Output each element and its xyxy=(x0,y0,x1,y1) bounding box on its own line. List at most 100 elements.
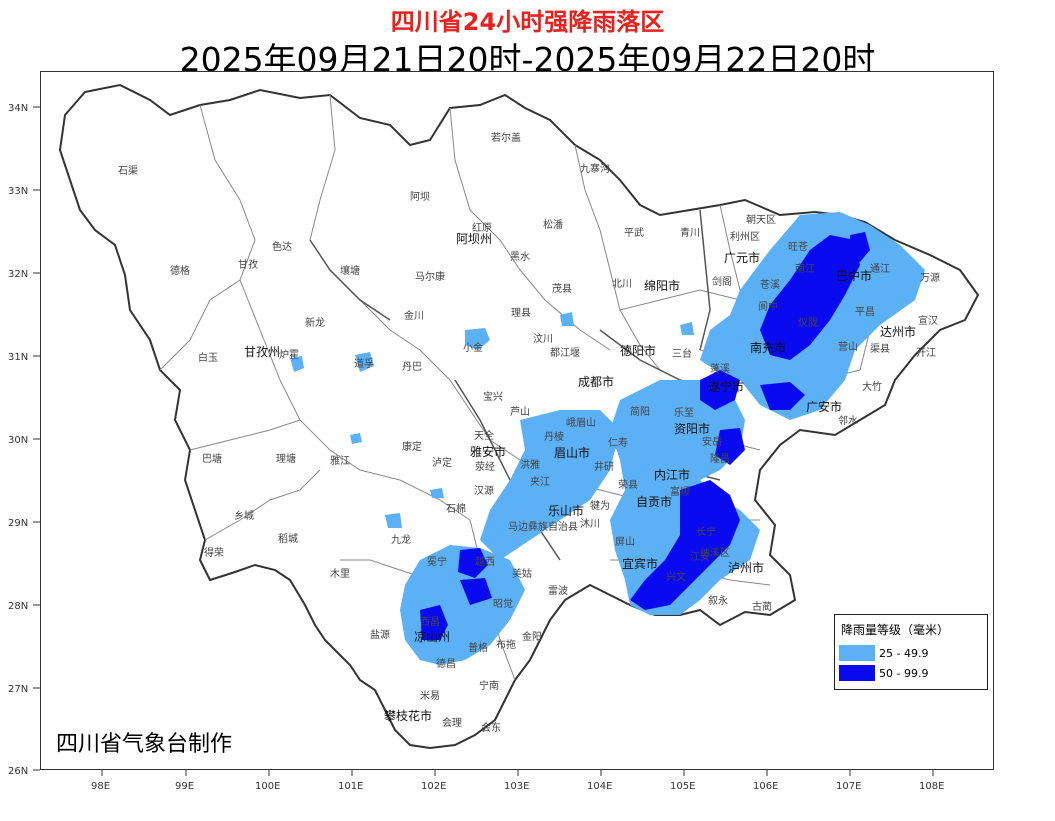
place-label: 万源 xyxy=(920,271,940,284)
place-label: 炉霍 xyxy=(279,349,299,361)
lat-tick-30: 30N xyxy=(8,435,28,446)
place-label: 九寨沟 xyxy=(580,162,610,175)
place-label: 马边彝族自治县 xyxy=(508,520,578,533)
place-label: 会理 xyxy=(442,716,462,729)
lon-tick-98: 98E xyxy=(91,781,110,792)
city-label: 甘孜州 xyxy=(244,345,280,359)
place-label: 丹巴 xyxy=(402,361,422,373)
place-label: 红原 xyxy=(472,221,492,234)
place-label: 峨眉山 xyxy=(566,417,596,429)
place-label: 大竹 xyxy=(862,380,882,393)
place-label: 旺苍 xyxy=(788,240,808,253)
legend-title: 降雨量等级（毫米） xyxy=(841,623,950,637)
place-label: 得荣 xyxy=(204,547,224,559)
lat-tick-33: 33N xyxy=(8,186,28,197)
place-label: 宁南 xyxy=(479,679,499,692)
lon-tick-104: 104E xyxy=(587,781,612,792)
place-label: 昭觉 xyxy=(493,598,513,610)
city-label: 达州市 xyxy=(880,324,916,339)
lat-tick-31: 31N xyxy=(8,352,28,363)
place-label: 米易 xyxy=(420,689,440,702)
lon-tick-108: 108E xyxy=(919,781,944,792)
place-label: 美姑 xyxy=(512,567,532,580)
place-label: 甘孜 xyxy=(238,258,258,271)
place-label: 青川 xyxy=(680,226,700,239)
place-label: 营山 xyxy=(838,340,858,353)
place-label: 西昌 xyxy=(420,616,440,628)
lon-axis: 98E 99E 100E 101E 102E 103E 104E 105E 10… xyxy=(91,770,944,792)
place-label: 苍溪 xyxy=(760,278,780,291)
city-label: 绵阳市 xyxy=(644,278,680,293)
place-label: 黑水 xyxy=(510,251,530,263)
place-label: 普格 xyxy=(468,641,488,654)
place-label: 江安 xyxy=(690,550,710,563)
city-label: 阿坝州 xyxy=(456,232,492,246)
place-label: 邻水 xyxy=(838,414,858,427)
place-label: 纳溪区 xyxy=(700,546,730,559)
lat-tick-27: 27N xyxy=(8,684,28,695)
place-label: 夹江 xyxy=(530,475,550,488)
lat-tick-32: 32N xyxy=(8,269,28,280)
place-label: 沐川 xyxy=(580,517,600,530)
city-label: 凉山州 xyxy=(414,629,450,644)
place-label: 布拖 xyxy=(496,638,516,651)
place-label: 茂县 xyxy=(552,282,572,295)
place-label: 汉源 xyxy=(474,484,494,497)
city-label: 眉山市 xyxy=(554,445,590,460)
place-label: 剑阁 xyxy=(712,275,732,288)
place-label: 德昌 xyxy=(436,657,456,670)
place-label: 荣县 xyxy=(618,479,638,491)
place-label: 泸定 xyxy=(432,456,452,469)
place-label: 开江 xyxy=(916,347,936,359)
place-label: 道孚 xyxy=(354,357,374,370)
city-label: 雅安市 xyxy=(470,444,506,459)
place-label: 九龙 xyxy=(391,533,411,546)
place-label: 利州区 xyxy=(730,231,760,243)
place-label: 荥经 xyxy=(475,460,495,473)
place-label: 芦山 xyxy=(510,406,530,418)
lat-axis: 34N 33N 32N 31N 30N 29N 28N 27N 26N xyxy=(8,103,40,777)
lon-tick-107: 107E xyxy=(836,781,861,792)
place-label: 乐至 xyxy=(674,407,694,419)
credit-text: 四川省气象台制作 xyxy=(56,732,233,757)
legend-item-25-49: 25 - 49.9 xyxy=(839,645,928,661)
city-label: 成都市 xyxy=(578,374,614,389)
place-label: 雅江 xyxy=(330,454,350,467)
place-label: 叙永 xyxy=(708,594,728,607)
place-labels: 石渠 若尔盖 九寨沟 德格 甘孜 色达 阿坝 红原 松潘 平武 青川 朝天区 利… xyxy=(118,131,940,734)
legend-label: 25 - 49.9 xyxy=(879,646,929,660)
lon-tick-106: 106E xyxy=(753,781,778,792)
place-label: 德格 xyxy=(170,264,190,277)
city-label: 攀枝花市 xyxy=(384,708,432,723)
city-label: 遂宁市 xyxy=(708,379,744,394)
place-label: 金川 xyxy=(404,309,424,322)
city-label: 广元市 xyxy=(724,250,760,265)
map-title: 四川省24小时强降雨落区 xyxy=(390,8,665,36)
place-label: 康定 xyxy=(402,440,422,453)
place-label: 马尔康 xyxy=(415,270,445,283)
place-label: 盐源 xyxy=(370,628,390,641)
place-label: 乡城 xyxy=(234,510,254,522)
place-label: 若尔盖 xyxy=(491,131,521,144)
place-label: 渠县 xyxy=(870,343,890,355)
place-label: 蓬溪 xyxy=(710,363,730,375)
place-label: 会东 xyxy=(481,721,501,734)
place-label: 洪雅 xyxy=(520,458,540,471)
place-label: 阆中 xyxy=(758,300,778,313)
place-label: 理县 xyxy=(511,307,531,319)
lon-tick-102: 102E xyxy=(421,781,446,792)
legend-swatch-light-blue xyxy=(839,645,875,661)
place-label: 冕宁 xyxy=(427,555,447,568)
legend-label: 50 - 99.9 xyxy=(879,666,929,680)
city-label: 泸州市 xyxy=(728,560,764,575)
place-label: 三台 xyxy=(672,347,692,360)
place-label: 石渠 xyxy=(118,165,138,177)
city-label: 乐山市 xyxy=(548,503,584,518)
place-label: 北川 xyxy=(612,278,632,290)
place-label: 小金 xyxy=(463,341,483,354)
lon-tick-101: 101E xyxy=(338,781,363,792)
place-label: 仪陇 xyxy=(798,316,818,329)
place-label: 朝天区 xyxy=(746,214,776,226)
city-label: 宜宾市 xyxy=(622,556,658,571)
